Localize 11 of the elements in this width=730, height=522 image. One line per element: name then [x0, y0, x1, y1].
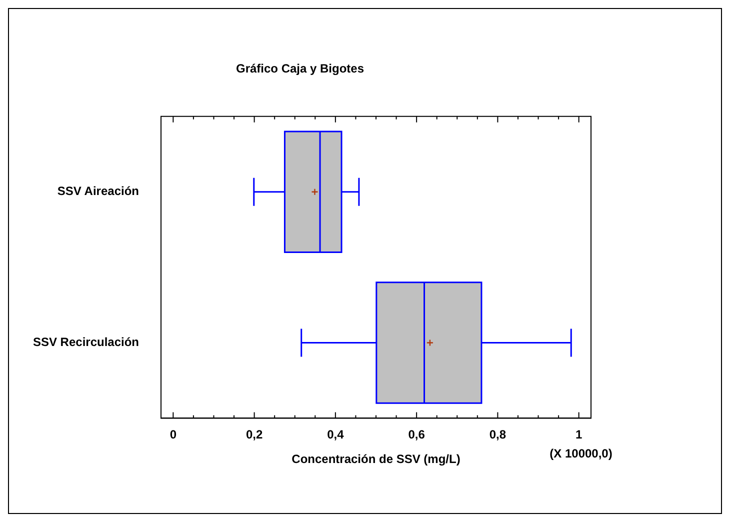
y-tick-label: SSV Recirculación: [32, 335, 139, 350]
x-axis-title: Concentración de SSV (mg/L): [292, 452, 460, 466]
chart-title: Gráfico Caja y Bigotes: [236, 62, 364, 76]
text: (X 10000,0): [550, 446, 612, 461]
y-tick-label: SSV Aireación: [57, 184, 139, 198]
x-tick-label: 0: [170, 428, 177, 442]
x-tick-label: 0,8: [489, 428, 506, 442]
x-tick-label: 0,4: [327, 428, 344, 442]
x-tick-label: 0,6: [408, 428, 426, 442]
x-tick-label: 1: [575, 428, 582, 442]
x-tick-label: 0,2: [246, 428, 263, 442]
